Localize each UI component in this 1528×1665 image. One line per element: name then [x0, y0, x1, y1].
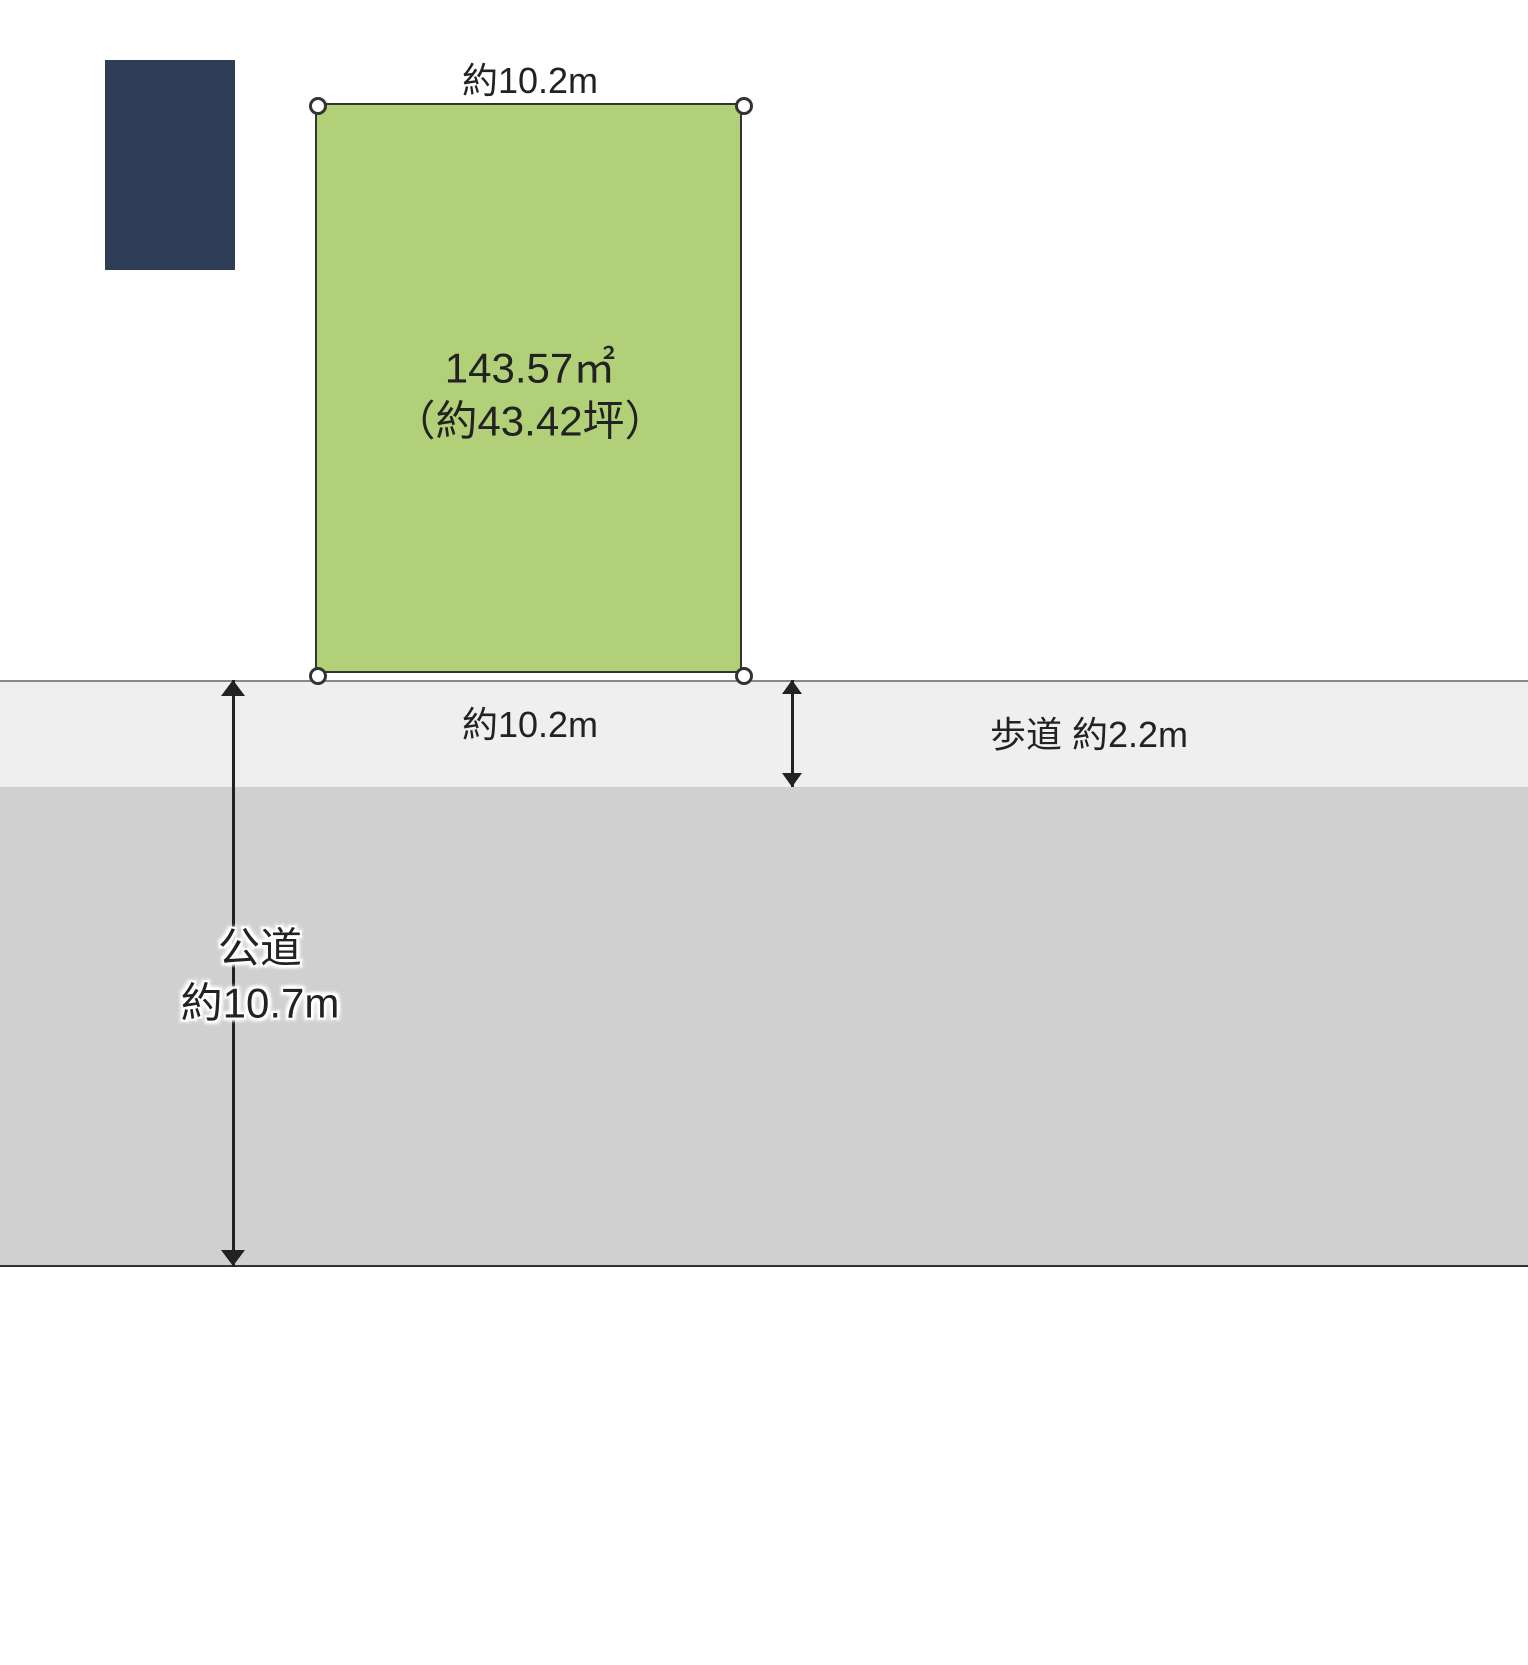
sidewalk-dim-line [791, 680, 794, 787]
side-block [105, 60, 235, 270]
sidewalk-band [0, 680, 1528, 787]
arrowhead-icon [221, 680, 245, 696]
area-label: 143.57㎡ [445, 335, 615, 396]
road-label: 公道 [218, 915, 302, 976]
arrowhead-icon [782, 680, 802, 694]
corner-marker [309, 97, 327, 115]
corner-marker [735, 667, 753, 685]
sidewalk-label: 歩道 約2.2m [990, 706, 1188, 758]
arrowhead-icon [782, 773, 802, 787]
road-width-label: 約10.7m [181, 970, 340, 1031]
corner-marker [309, 667, 327, 685]
corner-marker [735, 97, 753, 115]
bottom-width-label: 約10.2m [462, 696, 598, 748]
lot-diagram: 約10.2m 約10.2m 143.57㎡ （約43.42坪） 歩道 約2.2m… [0, 0, 1528, 1665]
area-sub-label: （約43.42坪） [393, 388, 666, 449]
arrowhead-icon [221, 1250, 245, 1266]
top-width-label: 約10.2m [462, 52, 598, 104]
